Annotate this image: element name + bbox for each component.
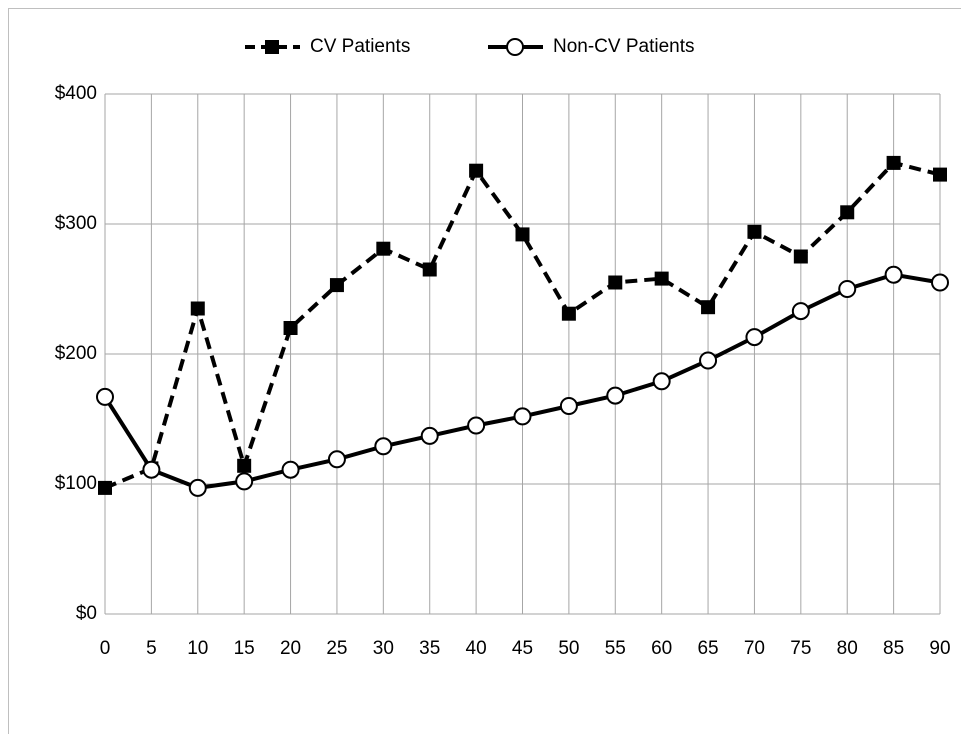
data-point bbox=[422, 262, 437, 277]
data-point bbox=[469, 163, 484, 178]
data-point bbox=[329, 278, 344, 293]
data-point bbox=[188, 478, 207, 497]
data-point bbox=[838, 280, 857, 298]
x-tick-label: 55 bbox=[605, 638, 626, 659]
data-point bbox=[96, 387, 114, 406]
data-point bbox=[886, 155, 901, 170]
data-point bbox=[235, 472, 254, 491]
x-tick-label: 40 bbox=[466, 638, 487, 659]
data-point bbox=[931, 273, 949, 292]
x-tick-label: 85 bbox=[883, 638, 904, 659]
data-point bbox=[652, 372, 671, 391]
y-tick-label: $400 bbox=[55, 83, 97, 104]
x-tick-label: 15 bbox=[234, 638, 255, 659]
data-point bbox=[654, 271, 669, 286]
data-point bbox=[701, 300, 716, 315]
data-point bbox=[327, 450, 346, 469]
y-tick-label: $0 bbox=[76, 603, 97, 624]
data-point bbox=[699, 351, 718, 370]
x-tick-label: 35 bbox=[419, 638, 440, 659]
x-tick-label: 5 bbox=[146, 638, 157, 659]
grid bbox=[104, 93, 941, 615]
data-point bbox=[793, 249, 808, 264]
legend-label: Non-CV Patients bbox=[553, 36, 695, 57]
data-point bbox=[142, 460, 161, 479]
x-tick-label: 45 bbox=[512, 638, 533, 659]
data-point bbox=[745, 328, 764, 347]
data-point bbox=[747, 224, 762, 239]
data-point bbox=[283, 321, 298, 335]
x-tick-label: 65 bbox=[697, 638, 718, 659]
data-point bbox=[376, 241, 391, 256]
x-tick-label: 60 bbox=[651, 638, 672, 659]
x-tick-label: 20 bbox=[280, 638, 301, 659]
x-tick-label: 10 bbox=[187, 638, 208, 659]
legend-marker bbox=[265, 40, 279, 54]
data-point bbox=[374, 437, 393, 456]
x-tick-label: 30 bbox=[373, 638, 394, 659]
data-point bbox=[190, 301, 205, 316]
legend-marker bbox=[506, 38, 524, 56]
x-tick-label: 0 bbox=[100, 638, 111, 659]
data-point bbox=[608, 275, 623, 290]
data-point bbox=[467, 416, 486, 435]
data-point bbox=[281, 460, 300, 479]
data-point bbox=[513, 407, 532, 426]
y-tick-label: $100 bbox=[55, 473, 97, 494]
data-point bbox=[559, 397, 578, 415]
x-tick-label: 75 bbox=[790, 638, 811, 659]
x-tick-label: 50 bbox=[558, 638, 579, 659]
data-point bbox=[420, 426, 439, 445]
y-tick-label: $300 bbox=[55, 213, 97, 234]
chart-frame bbox=[8, 8, 961, 734]
x-tick-label: 25 bbox=[326, 638, 347, 659]
data-point bbox=[791, 302, 810, 321]
y-tick-label: $200 bbox=[55, 343, 97, 364]
data-point bbox=[884, 265, 903, 284]
data-point bbox=[237, 458, 252, 473]
data-point bbox=[840, 205, 855, 220]
x-tick-label: 70 bbox=[744, 638, 765, 659]
legend-label: CV Patients bbox=[310, 36, 410, 57]
data-point bbox=[606, 386, 625, 405]
x-tick-label: 90 bbox=[929, 638, 950, 659]
x-tick-label: 80 bbox=[837, 638, 858, 659]
data-point bbox=[933, 167, 947, 182]
data-point bbox=[561, 306, 576, 321]
plot bbox=[96, 155, 949, 497]
data-point bbox=[515, 227, 530, 242]
data-point bbox=[98, 480, 112, 495]
